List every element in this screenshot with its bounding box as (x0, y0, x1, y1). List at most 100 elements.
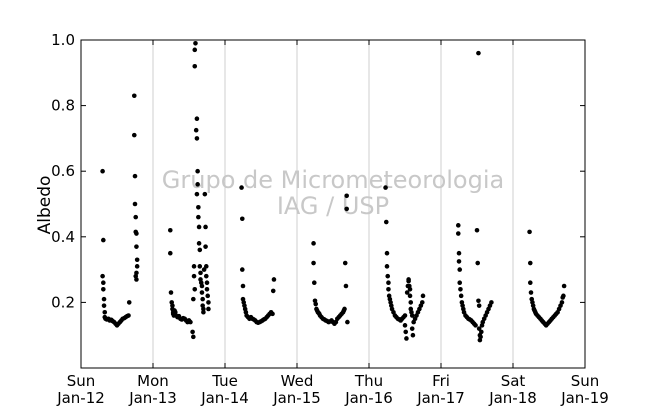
data-point (102, 309, 108, 315)
data-point (101, 286, 106, 292)
data-point (527, 229, 532, 235)
data-points (100, 40, 567, 343)
data-point (407, 293, 413, 299)
data-point (192, 47, 198, 53)
data-point (126, 300, 132, 305)
watermark-line-1: Grupo de Micrometeorologia (162, 166, 504, 194)
x-tick-day-label: Sun (571, 372, 600, 390)
x-axis-ticks: SunJan-12MonJan-13TueJan-14WedJan-15ThuJ… (56, 40, 609, 407)
data-point (270, 288, 276, 294)
data-point (528, 290, 534, 295)
data-point (190, 329, 195, 335)
data-point (313, 301, 319, 307)
data-point (167, 227, 173, 233)
data-point (473, 323, 478, 328)
data-point (479, 329, 484, 335)
data-point (205, 293, 211, 299)
data-point (195, 168, 200, 174)
data-point (409, 313, 415, 318)
y-tick-label: 1.0 (51, 31, 75, 49)
data-point (408, 300, 414, 305)
data-point (476, 326, 482, 331)
data-point (475, 260, 481, 266)
data-point (132, 173, 138, 179)
data-point (403, 329, 409, 335)
data-point (199, 283, 205, 289)
data-point (419, 300, 425, 305)
data-point (188, 319, 193, 325)
data-point (133, 214, 139, 220)
data-point (476, 298, 481, 304)
x-tick-day-label: Tue (211, 372, 238, 390)
data-point (457, 280, 463, 286)
data-point (204, 286, 210, 292)
data-point (191, 296, 196, 302)
data-point (200, 296, 205, 302)
y-axis-label: Albedo (35, 176, 55, 235)
y-tick-label: 0.8 (51, 97, 75, 115)
data-point (409, 326, 415, 331)
data-point (270, 311, 275, 317)
x-tick-date-label: Jan-17 (416, 389, 465, 407)
plot-frame (80, 39, 586, 369)
data-point (527, 280, 533, 286)
data-point (527, 260, 533, 266)
data-point (457, 267, 463, 272)
data-point (345, 319, 350, 325)
x-tick-date-label: Jan-13 (128, 389, 177, 407)
data-point (134, 277, 139, 282)
data-point (456, 250, 462, 256)
data-point (193, 127, 199, 133)
x-tick-day-label: Sat (501, 372, 526, 390)
data-point (458, 286, 463, 292)
data-point (198, 270, 203, 276)
data-point (476, 50, 481, 56)
x-tick-day-label: Sun (67, 372, 96, 390)
data-point (386, 286, 391, 292)
data-point (420, 293, 426, 299)
data-point (311, 260, 316, 266)
data-point (192, 286, 198, 292)
data-point (342, 306, 347, 312)
data-point (191, 264, 197, 269)
data-point (383, 219, 389, 225)
data-point (196, 214, 201, 220)
data-point (343, 283, 349, 289)
data-point (239, 216, 245, 222)
data-point (134, 264, 140, 269)
data-point (196, 204, 201, 210)
x-tick-date-label: Jan-18 (488, 389, 537, 407)
data-point (384, 250, 390, 256)
x-tick-date-label: Jan-12 (56, 389, 105, 407)
x-tick-day-label: Fri (432, 372, 450, 390)
data-point (196, 224, 202, 230)
data-point (101, 296, 107, 302)
data-point (100, 273, 105, 279)
data-point (101, 280, 106, 286)
data-point (195, 182, 200, 187)
data-point (456, 259, 462, 264)
data-point (134, 231, 139, 236)
y-tick-label: 0.2 (51, 293, 75, 311)
watermark: Grupo de Micrometeorologia IAG / USP (162, 166, 504, 220)
data-point (458, 293, 464, 299)
data-point (240, 283, 246, 289)
data-point (455, 231, 461, 236)
data-point (203, 264, 209, 269)
data-point (386, 280, 391, 286)
data-point (474, 227, 480, 233)
data-point (271, 277, 277, 282)
data-point (202, 191, 208, 197)
data-point (201, 309, 206, 315)
y-tick-label: 0.4 (51, 228, 75, 246)
data-point (191, 334, 196, 340)
x-tick-date-label: Jan-15 (272, 389, 321, 407)
y-tick-label: 0.6 (51, 162, 75, 180)
data-point (191, 273, 197, 279)
data-point (196, 241, 202, 246)
data-point (384, 264, 390, 269)
data-point (100, 168, 105, 174)
data-point (383, 185, 388, 190)
data-point (342, 260, 348, 266)
data-point (344, 193, 349, 199)
